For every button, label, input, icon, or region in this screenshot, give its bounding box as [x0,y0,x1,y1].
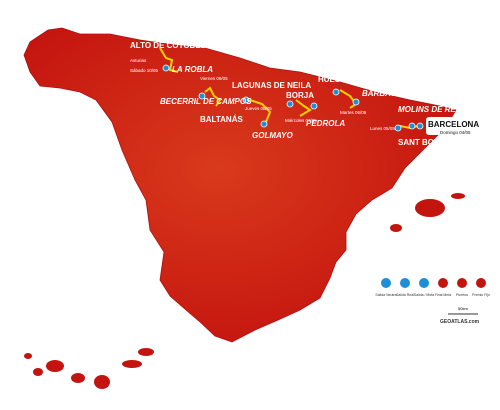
date-label: Lunes 05/05 [370,126,395,131]
place-label: GOLMAYO [252,131,294,140]
place-label: BORJA [286,91,314,100]
legend: Salida Neutra Salida Real Salida / Meta Fin… [375,278,490,297]
place-label: ALTO DE COTOBELLO. [130,41,219,50]
legend-icon [457,278,467,288]
date-label: Sábado 10/05 [130,68,159,73]
place-label: BECERRIL DE CAMPOS [160,97,252,106]
legend-icon [438,278,448,288]
date-label: Viernes 09/05 [200,76,228,81]
balearic-islands [390,193,465,232]
legend-label: Puertos [456,293,468,297]
date-label: Domingo 04/05 [440,130,471,135]
legend-icon [381,278,391,288]
legend-box [376,272,494,302]
barcelona-box [426,117,492,135]
legend-label: Final Meta [435,293,451,297]
date-label: Miércoles 07/05 [285,118,317,123]
legend-icon [476,278,486,288]
place-label: HUESCA [318,75,352,84]
stage-markers [162,64,424,132]
place-label: MOLINS DE REI [398,105,459,114]
region-label: Asturias [130,58,147,63]
legend-icon [400,278,410,288]
legend-icon [419,278,429,288]
canary-islands [24,348,154,389]
place-label: BALTANÁS [200,115,243,124]
spain [23,27,457,343]
date-label: Jueves 08/05 [245,106,272,111]
place-label: LA ROBLA [172,65,213,74]
place-label: PEDROLA [306,119,345,128]
credit: GEOATLAS.com [440,319,480,325]
legend-label: Salida Real [396,293,414,297]
place-label: BARBASTRO [362,89,414,98]
date-label: Martes 06/05 [340,110,367,115]
route [159,47,419,130]
legend-label: Salida / Meta [414,293,434,297]
place-label: LAGUNAS DE NEILA [232,81,311,90]
legend-label: Salida Neutra [375,293,396,297]
place-label: BARCELONA [428,120,479,129]
place-label: SANT BOI DE LLOBREGAT [398,138,500,147]
legend-label: Premio Fijo [472,293,490,297]
scale-label: 50km [458,306,468,311]
